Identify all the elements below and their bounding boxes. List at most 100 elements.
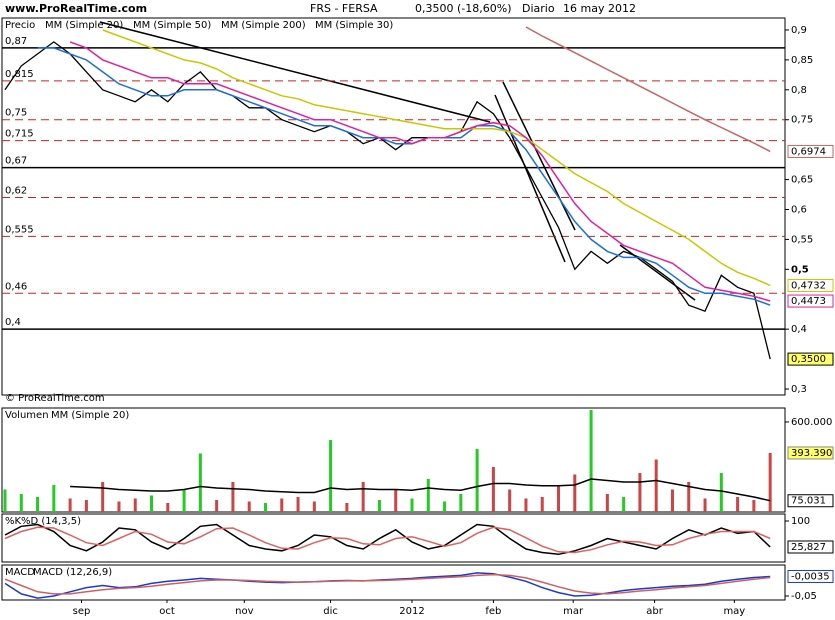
level-label: 0,67 <box>5 156 27 167</box>
volume-bar <box>605 493 609 512</box>
volume-bar <box>475 448 479 512</box>
level-label: 0,87 <box>5 36 27 47</box>
panel <box>1 17 786 396</box>
volume-bar <box>703 498 707 512</box>
legend-entry: MACD (12,26,9) <box>33 567 112 578</box>
x-tick-label: feb <box>485 606 501 617</box>
value-box <box>787 352 834 366</box>
y-tick-label: 0,4 <box>791 324 807 335</box>
volume-bar <box>52 484 56 512</box>
volume-bar <box>361 481 365 512</box>
volume-bar <box>117 501 121 512</box>
value-label: 0,4732 <box>791 280 826 291</box>
panel <box>1 513 786 563</box>
series-line <box>4 572 771 599</box>
value-label: -0,0035 <box>791 571 830 582</box>
volume-bar <box>638 472 642 512</box>
legend-entry: Precio <box>5 20 35 31</box>
y-tick-label: 0,85 <box>791 55 813 66</box>
series-line <box>102 29 771 287</box>
volume-bar <box>719 472 723 512</box>
y-tick-label: -0,05 <box>791 591 817 602</box>
volume-bar <box>215 499 219 512</box>
date: 16 may 2012 <box>563 2 636 15</box>
trend-line <box>502 81 576 231</box>
volume-bar <box>329 439 333 512</box>
volume-bar <box>101 481 105 512</box>
value-label: 0,6974 <box>791 146 826 157</box>
volume-bar <box>166 502 170 512</box>
x-tick-label: 2012 <box>399 606 424 617</box>
value-label: 75.031 <box>791 496 826 507</box>
y-tick-label: 0,8 <box>791 85 807 96</box>
volume-bar <box>670 489 674 512</box>
level-label: 0,46 <box>5 281 27 292</box>
trend-line <box>494 94 566 263</box>
volume-bar <box>410 498 414 512</box>
volume-bar <box>540 496 544 512</box>
volume-bar <box>443 501 447 512</box>
level-label: 0,715 <box>5 129 34 140</box>
symbol: FRS - FERSA <box>310 2 378 15</box>
volume-bar <box>36 496 40 512</box>
legend-entry: MM (Simple 20) <box>45 20 123 31</box>
value-box <box>787 294 834 308</box>
legend-entry: MM (Simple 50) <box>133 20 211 31</box>
volume-bar <box>345 502 349 512</box>
volume-bar <box>589 409 593 512</box>
value-box <box>787 540 834 554</box>
series-line <box>4 573 771 595</box>
volume-bar <box>768 452 772 512</box>
y-tick-label: 0,55 <box>791 234 813 245</box>
legend-entry: MACD <box>5 567 35 578</box>
legend-entry: MM (Simple 20) <box>51 410 129 421</box>
volume-bar <box>150 495 154 512</box>
value-box <box>787 446 834 460</box>
series-line <box>37 47 771 306</box>
copyright: © ProRealTime.com <box>5 393 105 404</box>
volume-bar <box>84 499 88 512</box>
volume-bar <box>508 489 512 512</box>
x-tick-label: mar <box>563 606 584 617</box>
series-line <box>4 526 771 554</box>
level-label: 0,555 <box>5 224 34 235</box>
volume-bar <box>263 502 267 512</box>
volume-bar <box>687 481 691 512</box>
legend-entry: MM (Simple 200) <box>221 20 306 31</box>
value-box <box>787 569 834 583</box>
series-line <box>69 41 771 302</box>
volume-bar <box>573 474 577 512</box>
level-label: 0,75 <box>5 108 27 119</box>
y-tick-label: 0,3 <box>791 384 807 395</box>
series-line <box>70 478 771 502</box>
value-label: 393.390 <box>791 448 832 459</box>
y-tick-label: 100 <box>791 516 810 527</box>
quote: 0,3500 (-18,60%) <box>415 2 511 15</box>
x-tick-label: abr <box>646 606 663 617</box>
y-tick-label: 0,5 <box>791 264 809 275</box>
value-label: 0,3500 <box>791 354 826 365</box>
x-tick-label: dic <box>323 606 338 617</box>
volume-bar <box>557 484 561 512</box>
volume-bar <box>198 453 202 512</box>
y-tick-label: 0,65 <box>791 175 813 186</box>
volume-bar <box>296 496 300 512</box>
value-label: 25,827 <box>791 542 826 553</box>
value-label: 0,4473 <box>791 296 826 307</box>
period: Diario <box>522 2 555 15</box>
value-box <box>787 494 834 508</box>
volume-bar <box>19 493 23 512</box>
y-tick-label: 0,6 <box>791 204 807 215</box>
value-box <box>787 278 834 292</box>
volume-bar <box>312 501 316 512</box>
volume-bar <box>736 496 740 512</box>
panel <box>1 564 786 601</box>
panel <box>1 407 786 513</box>
volume-bar <box>426 478 430 512</box>
x-tick-label: sep <box>73 606 91 617</box>
volume-bar <box>247 501 251 512</box>
series-line <box>525 26 771 153</box>
level-label: 0,62 <box>5 186 27 197</box>
volume-bar <box>133 498 137 512</box>
